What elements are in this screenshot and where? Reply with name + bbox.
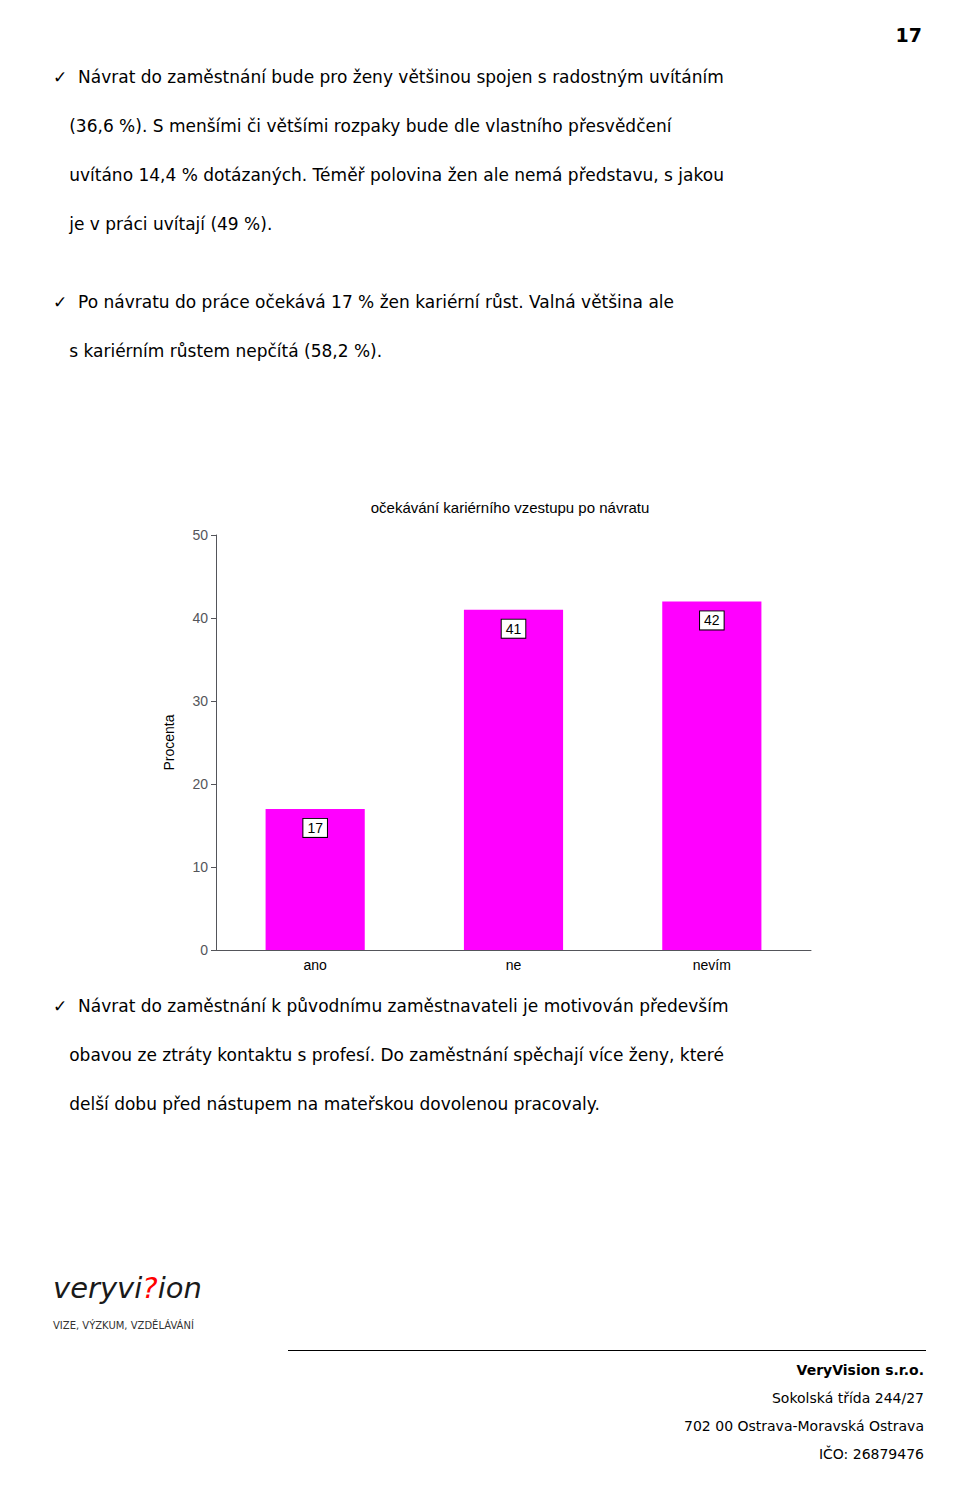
html-text:IČO: 26879476: IČO: 26879476 bbox=[818, 1446, 924, 1462]
svg-text:17: 17 bbox=[307, 820, 323, 836]
html-text:✓ Po návratu do práce očekává: ✓ Po návratu do práce očekává 17 % žen k… bbox=[53, 292, 674, 313]
html-text:17: 17 bbox=[895, 24, 922, 46]
svg-text:ne: ne bbox=[506, 957, 522, 973]
html-text:VeryVision s.r.o.: VeryVision s.r.o. bbox=[796, 1362, 924, 1378]
svg-text:20: 20 bbox=[192, 776, 208, 792]
svg-text:0: 0 bbox=[200, 942, 208, 958]
svg-text:očekávání kariérního vzestupu: očekávání kariérního vzestupu po návratu bbox=[371, 499, 650, 516]
svg-text:30: 30 bbox=[192, 693, 208, 709]
html-text:uvítáno 14,4 % dotázaných. Tém: uvítáno 14,4 % dotázaných. Téměř polovin… bbox=[53, 165, 724, 185]
svg-text:42: 42 bbox=[704, 612, 720, 628]
html-text:s kariérním růstem nepčítá (58: s kariérním růstem nepčítá (58,2 %). bbox=[53, 341, 383, 362]
svg-text:Procenta: Procenta bbox=[161, 714, 177, 770]
svg-text:ano: ano bbox=[303, 957, 327, 973]
svg-text:10: 10 bbox=[192, 859, 208, 875]
html-text:VIZE, VÝZKUM, VZDĚLÁVÁNÍ: VIZE, VÝZKUM, VZDĚLÁVÁNÍ bbox=[53, 1320, 194, 1331]
svg-text:40: 40 bbox=[192, 610, 208, 626]
svg-text:nevím: nevím bbox=[693, 957, 731, 973]
html-text:(36,6 %). S menšími či většími: (36,6 %). S menšími či většími rozpaky b… bbox=[53, 116, 672, 136]
html-text:✓ Návrat do zaměstnání bude pr: ✓ Návrat do zaměstnání bude pro ženy vět… bbox=[53, 67, 724, 87]
html-text:je v práci uvítají (49 %).: je v práci uvítají (49 %). bbox=[53, 214, 273, 234]
html-text:Sokolská třída 244/27: Sokolská třída 244/27 bbox=[772, 1390, 924, 1406]
svg-text:50: 50 bbox=[192, 527, 208, 543]
html-text:delší dobu před nástupem na ma: delší dobu před nástupem na mateřskou do… bbox=[53, 1094, 600, 1114]
html-text:veryvi? ion: veryvi? ion bbox=[53, 1271, 202, 1305]
svg-text:41: 41 bbox=[506, 621, 522, 637]
html-text:obavou ze ztráty kontaktu s pr: obavou ze ztráty kontaktu s profesí. Do … bbox=[53, 1045, 724, 1065]
html-text:702 00 Ostrava-Moravská Ostrav: 702 00 Ostrava-Moravská Ostrava bbox=[684, 1418, 924, 1434]
html-text:✓ Návrat do zaměstnání k původ: ✓ Návrat do zaměstnání k původnímu zaměs… bbox=[53, 996, 729, 1016]
